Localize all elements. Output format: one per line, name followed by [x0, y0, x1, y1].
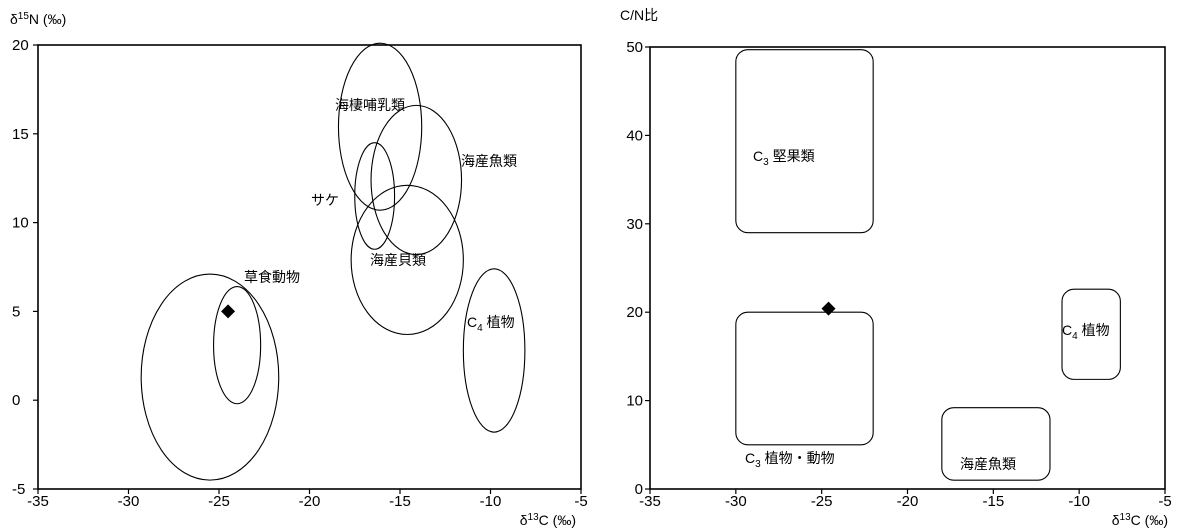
region-label: 海棲哺乳類: [335, 97, 405, 113]
y-tick-label: 20: [626, 304, 643, 321]
x-tick-label: -10: [480, 493, 502, 510]
region-label: 海産魚類: [461, 153, 517, 169]
x-tick-label: -5: [1158, 493, 1171, 510]
x-tick-label: -20: [897, 493, 919, 510]
y-axis-label: C/N比: [620, 7, 658, 23]
y-tick-label: -5: [12, 481, 25, 498]
region-label-rest: 植物: [1078, 322, 1110, 338]
x-tick-label: -25: [811, 493, 833, 510]
x-axis-label-delta: δ: [520, 512, 528, 528]
region-box: [1061, 288, 1121, 380]
y-tick-label: 50: [626, 39, 643, 56]
x-tick-label: -30: [118, 493, 140, 510]
region-label-sub: 4: [477, 323, 483, 334]
region-label: C3 堅果類: [753, 148, 815, 168]
x-axis-label-rest: C (‰): [1131, 512, 1168, 528]
region-label-sub: 3: [755, 459, 761, 470]
region-label: C4 植物: [1062, 322, 1110, 342]
region-ellipse: [370, 104, 463, 256]
plot-frame: [37, 44, 582, 490]
x-tick-label: -15: [389, 493, 411, 510]
region-box: [735, 311, 874, 446]
region-ellipse: [462, 268, 526, 433]
region-ellipse: [140, 273, 280, 481]
region-label: C3 植物・動物: [745, 450, 835, 470]
region-label-main: C: [467, 314, 477, 330]
x-axis-label: δ13C (‰): [1112, 512, 1168, 528]
plot-frame: [649, 46, 1166, 490]
x-tick-label: -25: [208, 493, 230, 510]
region-label-rest: 植物: [483, 314, 515, 330]
x-tick-label: -35: [639, 493, 661, 510]
x-tick-label: -35: [27, 493, 49, 510]
right-chart: -35 -30 -25 -20 -15 -10 -5 0 10 20 30 40 50 C/N比 δ13C …: [620, 7, 1172, 528]
region-label: 草食動物: [244, 269, 300, 285]
y-tick-label: 20: [12, 37, 29, 54]
x-tick-label: -20: [299, 493, 321, 510]
y-tick-label: 40: [626, 127, 643, 144]
x-axis-label-iso: 13: [1120, 512, 1132, 523]
region-label: サケ: [311, 192, 339, 208]
region-label: C4 植物: [467, 314, 515, 334]
region-label: 海産魚類: [960, 456, 1016, 472]
x-tick-label: -10: [1068, 493, 1090, 510]
y-tick-label: 15: [12, 126, 29, 143]
x-axis-label-rest: C (‰): [539, 512, 576, 528]
x-axis-label-iso: 13: [528, 512, 540, 523]
y-tick-label: 10: [12, 215, 29, 232]
region-ellipse: [213, 285, 262, 405]
y-tick-label: 5: [12, 303, 20, 320]
region-label-sub: 3: [763, 157, 769, 168]
data-point-diamond: [221, 304, 236, 319]
y-axis-label-delta: δ: [10, 11, 18, 27]
y-axis-label: δ15N (‰): [10, 11, 66, 27]
x-axis-label-delta: δ: [1112, 512, 1120, 528]
x-axis-label: δ13C (‰): [520, 512, 576, 528]
region-label-sub: 4: [1072, 331, 1078, 342]
region-ellipse: [337, 42, 423, 211]
region-box: [941, 407, 1051, 481]
region-label: 海産貝類: [370, 252, 426, 268]
y-tick-label: 0: [12, 392, 20, 409]
region-label-rest: 堅果類: [769, 148, 815, 164]
region-label-rest: 植物・動物: [761, 450, 835, 466]
region-ellipse: [350, 184, 464, 336]
y-tick-label: 30: [626, 216, 643, 233]
y-tick-label: 0: [635, 481, 643, 498]
x-tick-label: -30: [725, 493, 747, 510]
y-axis-label-iso: 15: [18, 11, 30, 22]
region-label-main: C: [745, 450, 755, 466]
x-tick-label: -5: [574, 493, 587, 510]
region-label-main: C: [1062, 322, 1072, 338]
x-tick-label: -15: [982, 493, 1004, 510]
y-axis-label-rest: N (‰): [29, 11, 66, 27]
data-point-diamond: [821, 301, 836, 316]
region-box: [735, 49, 874, 234]
region-ellipse: [354, 142, 396, 250]
region-label-main: C: [753, 148, 763, 164]
y-tick-label: 10: [626, 393, 643, 410]
